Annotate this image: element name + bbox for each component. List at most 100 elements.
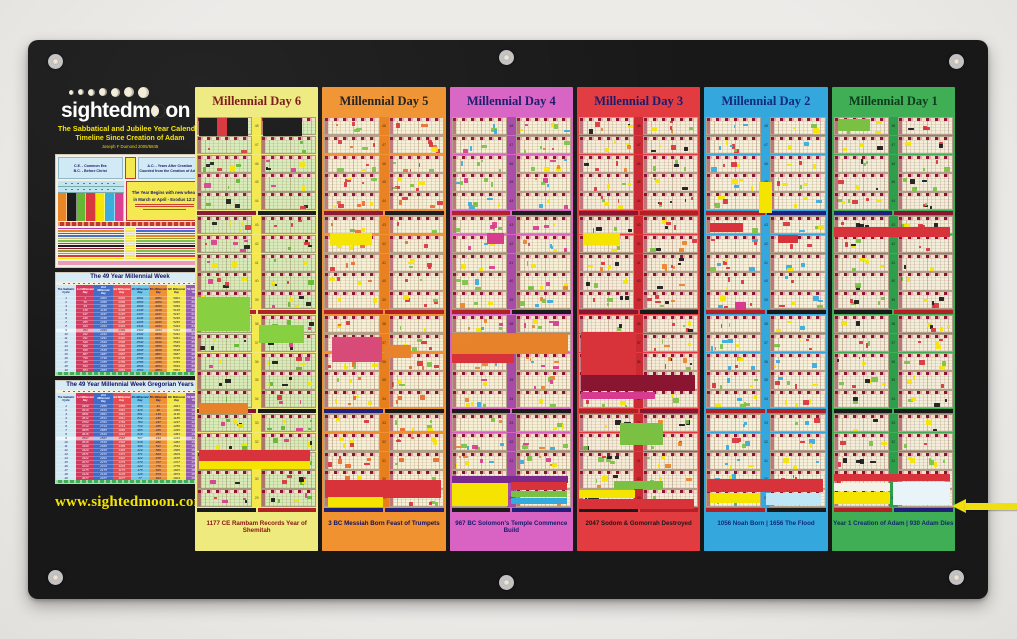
year-grid-texture	[582, 319, 634, 333]
table-cell: 1776	[167, 463, 186, 468]
highlight-cell	[244, 244, 251, 249]
calendar-strip: 45	[833, 173, 953, 192]
highlight-cell	[420, 278, 423, 281]
highlight-cell	[615, 160, 618, 166]
highlight-cell	[235, 164, 242, 168]
section-caption-half	[894, 210, 953, 215]
table-cell: 2785	[112, 359, 131, 364]
highlight-cell	[689, 362, 692, 365]
highlight-cell	[356, 280, 361, 286]
table-subtitle	[56, 282, 204, 286]
highlight-cell	[852, 385, 857, 388]
year-grid-table	[515, 371, 571, 390]
year-grid-table	[897, 117, 953, 136]
highlight-cell	[724, 462, 728, 466]
table-cell: 5344	[167, 323, 186, 328]
section-caption-half	[451, 210, 511, 215]
highlight-cell	[416, 360, 423, 367]
highlight-cell	[880, 265, 885, 269]
highlight-cell	[306, 442, 312, 447]
table-cell: 1678	[167, 455, 186, 460]
year-grid-texture	[519, 196, 570, 210]
highlight-cell	[853, 400, 858, 404]
highlight-cell	[782, 183, 788, 187]
highlight-cell	[498, 169, 502, 172]
highlight-cell	[243, 339, 246, 343]
event-patch	[580, 392, 655, 400]
highlight-cell	[407, 262, 414, 265]
highlight-cell	[427, 427, 434, 431]
year-grid-texture	[837, 238, 888, 253]
jubilee-spine-cell: 32	[761, 432, 771, 452]
year-grid-table	[261, 414, 317, 433]
highlight-cell	[809, 348, 813, 351]
table-row: 1234202420142042058015802580	[56, 447, 204, 452]
year-grid-table	[324, 432, 380, 452]
table-cell: 14	[56, 347, 77, 352]
year-grid-table	[706, 432, 762, 452]
year-grid-texture	[710, 257, 761, 271]
year-grid-table	[451, 173, 507, 192]
table-cell: 1567	[112, 435, 131, 440]
year-grid-table	[515, 117, 571, 136]
highlight-cell	[266, 159, 271, 163]
highlight-cell	[809, 399, 811, 405]
year-grid-table	[197, 489, 253, 508]
year-grid-table	[706, 253, 762, 272]
calendar-strip: 31	[706, 451, 826, 470]
highlight-cell	[241, 443, 247, 448]
year-grid-table	[197, 432, 253, 452]
highlight-cell	[923, 298, 929, 303]
year-grid-texture	[837, 158, 888, 172]
table-cell: 638	[76, 347, 95, 352]
year-grid-table	[578, 315, 635, 334]
highlight-cell	[233, 242, 239, 245]
highlight-cell	[594, 283, 599, 288]
highlight-cell	[539, 456, 542, 459]
year-grid-table	[770, 135, 826, 155]
table-cell: 5491	[167, 335, 186, 340]
millennial-column: Millennial Day 3 48 47 46 45 44 43 42 41 40 39 38 37…	[576, 87, 701, 551]
highlight-cell	[946, 325, 950, 328]
jubilee-spine-cell: 46	[888, 154, 898, 173]
highlight-cell	[467, 246, 471, 250]
highlight-cell	[679, 258, 684, 261]
year-grid-texture	[774, 356, 825, 370]
logo-text-prefix: sightedm	[61, 99, 151, 122]
table-cell: 13	[56, 451, 77, 456]
highlight-cell	[209, 161, 215, 166]
table-row: 10442144224423442444254426442	[56, 331, 204, 336]
highlight-cell	[556, 502, 562, 507]
highlight-cell	[903, 223, 911, 229]
highlight-cell	[557, 422, 564, 428]
year-grid-texture	[519, 139, 570, 154]
event-patch	[710, 493, 760, 503]
highlight-cell	[657, 464, 660, 468]
highlight-cell	[858, 356, 861, 359]
jubilee-spine-cell: 30	[379, 470, 389, 489]
calendar-strip: 45	[197, 173, 317, 192]
highlight-cell	[586, 282, 591, 287]
table-cell: 344	[76, 323, 95, 328]
table-cell: 148	[76, 307, 95, 312]
year-grid-table	[388, 291, 444, 310]
jubilee-spine-cell: 46	[506, 154, 516, 173]
millennial-column-caption: 1177 CE Rambam Records Year of Shemitah	[195, 514, 319, 551]
jubilee-spine-cell: 36	[888, 352, 898, 371]
section-caption-half	[257, 507, 317, 512]
highlight-cell	[552, 365, 560, 369]
table-cell: 469	[130, 443, 150, 448]
table-cell: 2491	[112, 335, 131, 340]
moon-phase-dot	[78, 89, 84, 95]
highlight-cell	[809, 443, 812, 449]
table-cell: 4246	[149, 315, 168, 320]
highlight-cell	[302, 478, 306, 484]
highlight-cell	[350, 262, 355, 266]
highlight-cell	[661, 263, 667, 270]
calendar-strip: 34	[324, 390, 444, 409]
table-cell: 2883	[112, 367, 131, 372]
calendar-strip: 42	[706, 234, 826, 254]
